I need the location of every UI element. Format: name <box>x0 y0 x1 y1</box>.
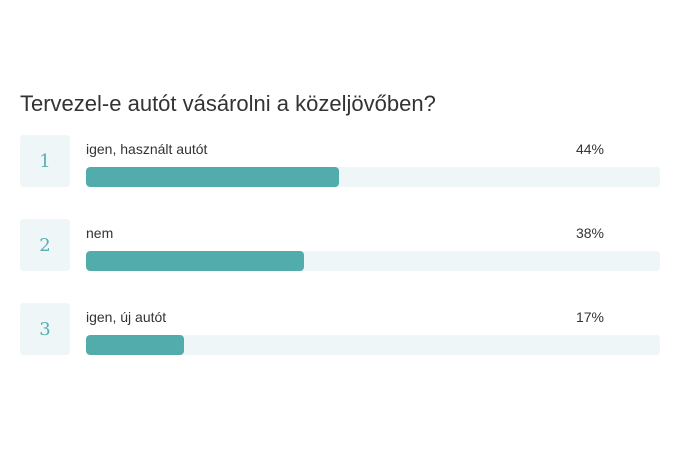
poll-question: Tervezel-e autót vásárolni a közeljövőbe… <box>20 91 436 116</box>
option-label: igen, új autót <box>86 309 167 325</box>
poll-widget: Tervezel-e autót vásárolni a közeljövőbe… <box>20 0 660 466</box>
option-label: igen, használt autót <box>86 141 208 157</box>
option-bar-track <box>86 335 660 355</box>
option-bar-fill <box>86 167 339 187</box>
option-bar-track <box>86 167 660 187</box>
option-rank: 2 <box>20 219 70 271</box>
option-bar-fill <box>86 335 184 355</box>
poll-option[interactable]: 3 igen, új autót 17% <box>20 303 660 355</box>
option-percent: 38% <box>575 225 604 241</box>
option-bar-track <box>86 251 660 271</box>
option-bar-fill <box>86 251 305 271</box>
option-label: nem <box>86 225 114 241</box>
option-percent: 17% <box>575 309 604 325</box>
option-percent: 44% <box>575 141 604 157</box>
poll-option[interactable]: 1 igen, használt autót 44% <box>20 135 660 187</box>
poll-option[interactable]: 2 nem 38% <box>20 219 660 271</box>
option-rank: 3 <box>20 303 70 355</box>
option-rank: 1 <box>20 135 70 187</box>
